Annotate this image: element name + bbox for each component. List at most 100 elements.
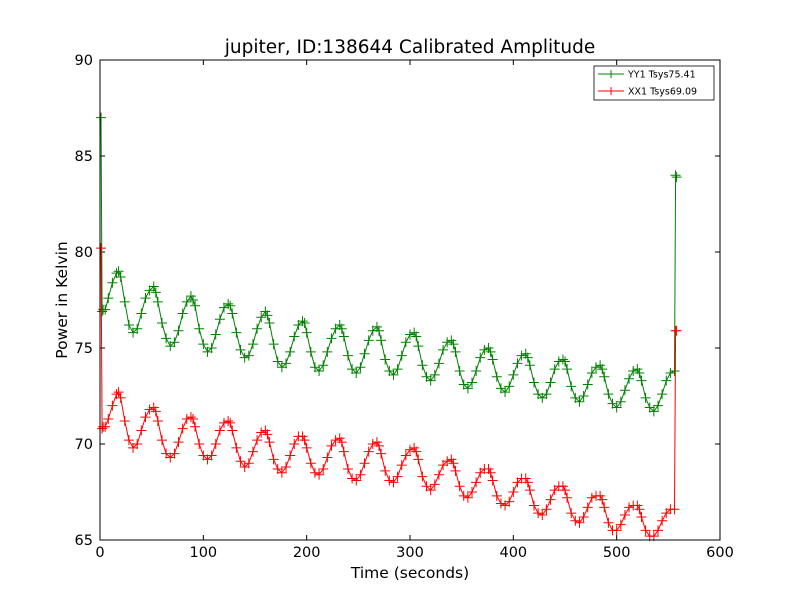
data-point [520,348,531,359]
data-point [529,500,539,511]
data-point [669,366,680,377]
data-point [152,415,163,426]
chart-title: jupiter, ID:138644 Calibrated Amplitude [224,37,595,58]
data-point [343,350,353,361]
data-point [157,318,167,329]
data-point [202,346,213,357]
data-point [115,392,126,403]
data-point [194,323,205,334]
data-point [566,381,577,392]
data-point [268,454,279,465]
data-point [301,327,312,338]
data-point [380,465,391,476]
legend-marker-xx1: + [606,84,616,98]
data-point [314,469,325,480]
data-point [107,400,118,411]
data-point [289,331,300,342]
data-point [475,467,486,478]
data-point [442,337,453,348]
legend-label-yy1: YY1 Tsys75.41 [627,70,696,81]
data-point [148,402,159,413]
data-point [123,319,134,330]
data-point [483,343,494,353]
data-point [462,383,473,394]
data-point [210,329,221,340]
data-point [657,515,668,526]
data-point [467,487,477,497]
data-point [578,391,589,401]
data-point [297,316,308,327]
data-point [376,335,387,346]
data-point [417,360,428,371]
data-point [140,412,151,423]
data-point [487,475,498,486]
data-point [309,362,320,373]
data-point [522,352,533,363]
data-point [177,308,188,319]
x-tick-label: 400 [499,545,527,561]
data-point [185,412,196,423]
data-point [400,337,411,348]
data-point [144,285,155,296]
data-point [657,389,668,400]
data-point [334,319,345,330]
data-point [450,346,461,357]
data-point [413,341,424,352]
data-point [293,319,304,330]
data-point [150,406,161,417]
data-point [355,469,366,480]
data-point [545,494,556,505]
data-point [512,477,523,488]
legend-entry-yy1: + YY1 Tsys75.41 [598,67,696,81]
series-layer [96,112,682,542]
data-point [96,112,107,123]
data-point [100,421,111,432]
data-point [128,442,139,453]
y-tick-label: 65 [75,533,93,549]
data-point [560,485,570,496]
data-point [326,333,337,344]
data-point [446,335,457,346]
data-point [219,302,229,313]
data-point [235,344,246,355]
y-tick-label: 90 [75,53,93,69]
plot-frame [99,59,721,541]
data-point [227,308,238,319]
series-0 [96,112,682,417]
data-point [210,439,221,449]
data-point [448,339,459,350]
data-point [252,323,263,334]
data-point [376,448,387,459]
data-point [454,481,465,492]
data-point [545,377,556,388]
data-point [619,510,630,521]
data-point [136,425,147,436]
data-point [467,377,477,388]
data-point [113,266,124,277]
data-point [479,344,490,355]
data-point [607,398,618,409]
data-point [524,485,535,496]
data-point [485,467,496,478]
data-point [225,417,236,428]
data-point [591,362,601,373]
data-point [132,323,143,334]
data-point [115,271,126,282]
data-point [336,437,347,448]
data-point [411,446,422,457]
data-point [529,377,539,388]
data-point [194,439,205,449]
x-tick-label: 200 [293,545,321,561]
data-point [634,504,645,515]
data-point [560,356,570,367]
data-point [578,511,589,522]
data-point [508,369,519,380]
data-point [429,369,440,380]
data-point [326,440,337,451]
data-point [148,281,159,292]
data-point [206,450,217,461]
data-point [500,500,511,511]
data-point [562,492,573,503]
data-point [504,381,515,392]
